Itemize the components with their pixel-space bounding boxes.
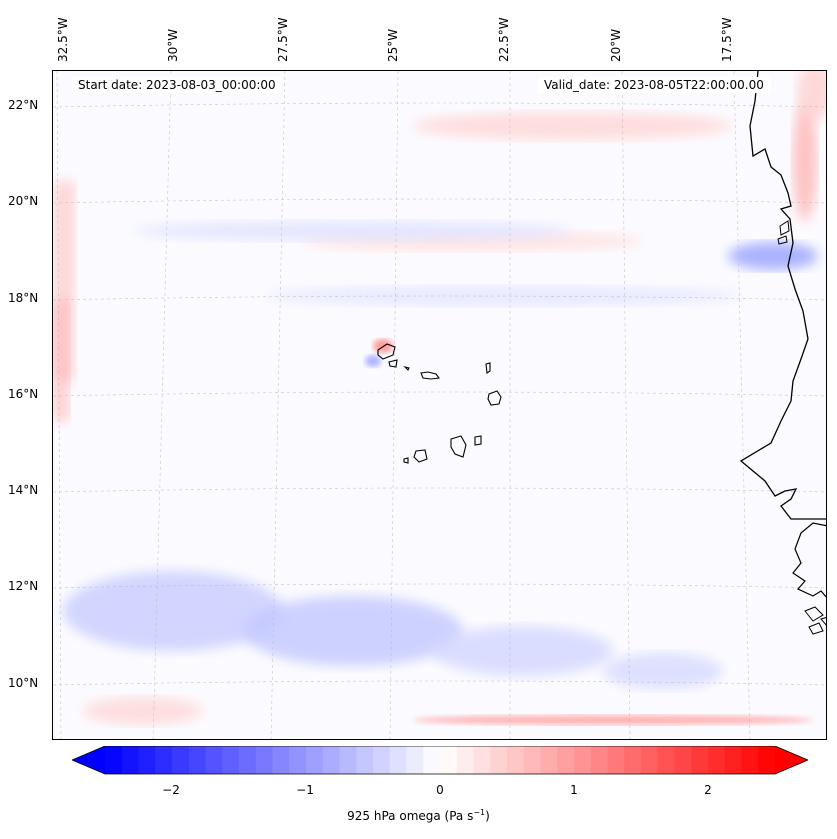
colorbar-swatch <box>557 746 575 774</box>
colorbar-swatch <box>490 746 508 774</box>
colorbar-swatch <box>239 746 257 774</box>
colorbar-swatch <box>222 746 240 774</box>
colorbar-swatch <box>741 746 759 774</box>
field-patch-island-red <box>373 339 393 353</box>
colorbar-swatch <box>255 746 274 774</box>
colorbar-swatch <box>574 746 592 774</box>
lon-label-22-5w: 22.5°W <box>497 17 511 62</box>
colorbar-swatch <box>172 746 190 774</box>
colorbar-label-exponent: −1 <box>473 808 486 817</box>
colorbar-swatch <box>188 746 207 774</box>
colorbar-swatch <box>440 746 458 774</box>
colorbar-tick-minus-2: −2 <box>162 783 180 797</box>
colorbar-swatch <box>540 746 558 774</box>
colorbar-swatch <box>289 746 307 774</box>
field-patch-coast-blue <box>728 242 818 270</box>
colorbar-swatch <box>523 746 542 774</box>
colorbar-swatch <box>473 746 491 774</box>
field-patch-coast-red-2 <box>797 71 826 121</box>
colorbar-swatches <box>72 746 808 774</box>
valid-date-label: Valid_date: 2023-08-05T22:00:00.00 <box>538 77 770 93</box>
colorbar-outline <box>72 746 808 775</box>
colorbar-label-text: 925 hPa omega (Pa s <box>347 809 474 823</box>
lat-label-14n: 14°N <box>8 483 39 497</box>
colorbar-swatch <box>674 746 692 774</box>
colorbar-swatch <box>590 746 609 774</box>
colorbar-swatch <box>339 746 357 774</box>
colorbar-swatch <box>708 746 726 774</box>
colorbar-swatch <box>138 746 156 774</box>
colorbar-swatch <box>356 746 374 774</box>
african-coastline-south <box>792 522 826 598</box>
coast-inlet-2 <box>777 235 788 245</box>
coast-inlet-1 <box>779 220 790 236</box>
colorbar-swatch <box>724 746 743 774</box>
colorbar-label: 925 hPa omega (Pa s−1) <box>0 808 837 823</box>
colorbar-swatch <box>507 746 525 774</box>
field-patch-south-red-band <box>413 715 813 725</box>
colorbar <box>72 746 808 775</box>
gridlines <box>53 71 826 739</box>
colorbar-swatch <box>624 746 642 774</box>
colorbar-swatch <box>406 746 424 774</box>
field-patch-south-blue-4 <box>603 653 723 689</box>
start-date-label: Start date: 2023-08-03_00:00:00 <box>72 77 282 93</box>
colorbar-swatch <box>155 746 173 774</box>
colorbar-extend-min <box>72 746 105 774</box>
colorbar-swatch <box>205 746 223 774</box>
lon-label-32-5w: 32.5°W <box>56 17 70 62</box>
lon-label-20w: 20°W <box>609 28 623 62</box>
field-patch-island-blue <box>365 355 381 367</box>
field-patch-south-blue-2 <box>243 596 463 666</box>
colorbar-swatch <box>272 746 290 774</box>
lat-label-16n: 16°N <box>8 387 39 401</box>
colorbar-tick-1: 1 <box>570 783 578 797</box>
field-patch-south-red-1 <box>83 697 203 725</box>
bijagos-islands <box>804 606 826 635</box>
lat-label-18n: 18°N <box>8 291 39 305</box>
colorbar-swatch <box>105 746 123 774</box>
colorbar-tick-minus-1: −1 <box>296 783 314 797</box>
colorbar-swatch <box>758 746 776 774</box>
field-patch-blue-band-1 <box>133 221 573 241</box>
colorbar-swatch <box>691 746 709 774</box>
map-panel[interactable] <box>52 70 827 740</box>
field-patch-coast-red <box>793 101 817 221</box>
colorbar-swatch <box>121 746 140 774</box>
omega-field-map <box>53 71 826 739</box>
field-patch-north-red <box>413 112 733 140</box>
colorbar-tick-0: 0 <box>436 783 444 797</box>
colorbar-swatch <box>423 746 441 774</box>
colorbar-swatch <box>306 746 324 774</box>
field-patch-south-blue-3 <box>433 626 613 676</box>
field-patch-south-blue-1 <box>63 571 283 651</box>
cape-verde-islands <box>377 343 502 464</box>
lon-label-27-5w: 27.5°W <box>276 17 290 62</box>
colorbar-swatch <box>456 746 475 774</box>
colorbar-swatch <box>389 746 408 774</box>
colorbar-swatch <box>373 746 391 774</box>
colorbar-extend-max <box>775 746 808 774</box>
colorbar-tick-2: 2 <box>704 783 712 797</box>
lon-label-25w: 25°W <box>386 28 400 62</box>
colorbar-swatch <box>607 746 625 774</box>
lon-label-30w: 30°W <box>166 28 180 62</box>
colorbar-swatch <box>657 746 676 774</box>
lat-label-22n: 22°N <box>8 98 39 112</box>
african-coastline <box>739 71 826 520</box>
colorbar-swatch <box>641 746 659 774</box>
field-patch-west-edge-2 <box>53 301 69 421</box>
lat-label-10n: 10°N <box>8 676 39 690</box>
colorbar-swatch <box>322 746 341 774</box>
lon-label-17-5w: 17.5°W <box>720 17 734 62</box>
lat-label-12n: 12°N <box>8 579 39 593</box>
lat-label-20n: 20°N <box>8 194 39 208</box>
colorbar-label-suffix: ) <box>485 809 490 823</box>
